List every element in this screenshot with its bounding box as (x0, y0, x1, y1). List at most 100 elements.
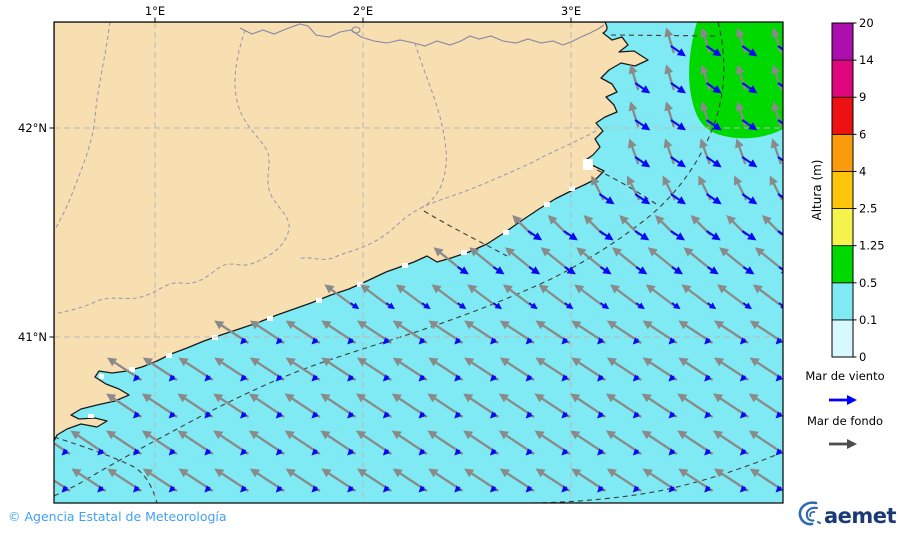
colorbar: 0 0.1 0.5 1.25 2.5 4 6 9 14 20 (831, 16, 885, 364)
maritime-boundaries (54, 22, 783, 503)
swell-arrow (771, 101, 783, 128)
colorbar-segment (831, 245, 854, 284)
wind-arrow (489, 411, 498, 419)
wind-arrow (777, 230, 783, 241)
wind-arrow (670, 45, 686, 57)
swell-arrow (663, 138, 675, 165)
swell-arrow (609, 284, 641, 308)
wind-arrow (739, 411, 748, 419)
swell-arrow (504, 247, 534, 271)
colorbar-tick-label: 2.5 (859, 202, 877, 216)
swell-arrow (538, 284, 570, 308)
wind-arrow (597, 448, 605, 456)
wind-arrow (671, 302, 681, 310)
swell-arrow (700, 101, 711, 128)
wind-arrow (418, 374, 426, 382)
colorbar-tick-label: 20 (859, 16, 874, 30)
swell-arrow (574, 284, 606, 308)
wind-arrow (704, 448, 712, 456)
wind-arrow (489, 374, 498, 382)
wind-arrow (598, 193, 615, 205)
wind-arrow (670, 119, 686, 131)
wind-arrow (706, 45, 722, 57)
wind-arrow (311, 485, 319, 493)
colorbar-title: Altura (m) (810, 159, 824, 220)
swell-arrow (502, 284, 534, 308)
colorbar-tick-label: 6 (859, 127, 866, 141)
swell-arrow (719, 247, 749, 271)
wind-arrow (454, 485, 462, 493)
swell-arrow (700, 27, 711, 54)
wind-arrow (275, 374, 283, 382)
wind-arrow (454, 374, 462, 382)
wind-arrow (634, 119, 651, 131)
wind-arrow (777, 156, 783, 162)
wind-arrow (457, 266, 469, 275)
wind-arrow (668, 448, 676, 456)
wind-arrow (561, 485, 569, 493)
wind-arrow (275, 411, 283, 419)
wind-arrow (347, 448, 355, 456)
wind-arrow (489, 485, 498, 493)
lat-label: 41°N (18, 330, 47, 344)
wind-arrow (670, 193, 686, 205)
map-frame (53, 21, 784, 504)
wind-arrow (632, 411, 640, 419)
wind-arrow (527, 230, 543, 241)
wind-arrow (311, 411, 319, 419)
wind-arrow (204, 448, 212, 456)
wind-arrow (418, 337, 426, 345)
swell-arrow (683, 247, 713, 271)
wind-arrow (525, 337, 533, 345)
wind-arrow (775, 411, 783, 419)
wind-arrow (347, 485, 355, 493)
swell-arrow (395, 284, 427, 308)
wind-arrow (240, 448, 248, 456)
wind-arrow (668, 337, 676, 345)
wind-arrow (240, 374, 248, 382)
wind-arrow (132, 448, 141, 456)
swell-arrow (647, 247, 677, 271)
swell-arrow (735, 64, 747, 91)
wind-arrow (597, 374, 605, 382)
wind-arrow (739, 485, 748, 493)
wind-arrow (168, 448, 176, 456)
wind-arrow (97, 448, 105, 456)
wind-arrow (564, 302, 574, 310)
wind-arrow (634, 230, 650, 241)
colorbar-tick-label: 9 (859, 90, 866, 104)
wind-arrow (704, 374, 712, 382)
wind-arrow (525, 411, 533, 419)
wind-arrow (777, 82, 783, 88)
swell-arrow (467, 284, 499, 308)
wind-arrow (240, 485, 248, 493)
wind-arrow (635, 266, 648, 275)
wind-arrow (492, 266, 505, 275)
wind-arrow (707, 302, 717, 310)
swell-arrow (431, 284, 463, 308)
wind-arrow (132, 374, 141, 382)
wind-arrow (168, 411, 176, 419)
axes: 1°E 2°E 3°E 42°N 41°N (18, 4, 581, 344)
wind-arrow (704, 337, 712, 345)
wind-arrow (742, 302, 752, 310)
wind-arrow (706, 156, 722, 168)
wind-arrow (632, 374, 640, 382)
wind-arrow (775, 337, 783, 345)
wind-arrow (311, 374, 319, 382)
brand-text: aemet (824, 504, 897, 528)
wind-arrow (454, 411, 462, 419)
lon-label: 3°E (561, 4, 581, 18)
wind-arrow (240, 411, 248, 419)
swell-arrow (699, 138, 711, 165)
wind-arrow (634, 193, 651, 205)
wind-arrow (347, 411, 355, 419)
wind-arrow (489, 448, 498, 456)
wind-arrow (525, 374, 533, 382)
colorbar-segment (831, 96, 854, 135)
wind-arrow (741, 82, 758, 94)
wind-arrow (634, 82, 651, 94)
colorbar-segment (831, 133, 854, 172)
wind-arrow (492, 302, 503, 310)
wind-arrow (564, 266, 576, 275)
